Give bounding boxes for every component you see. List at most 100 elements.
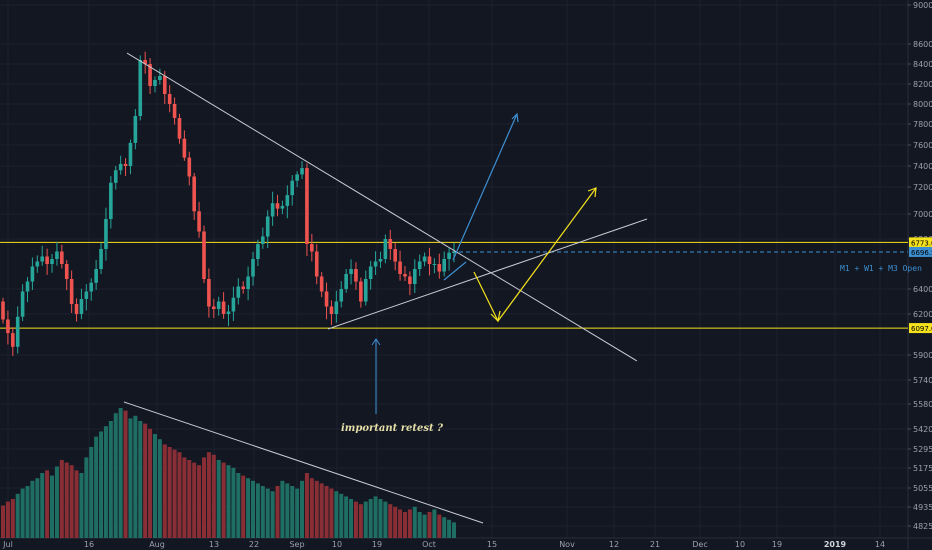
candle-body xyxy=(324,291,329,307)
candle-body xyxy=(133,116,138,143)
projection-blue-head xyxy=(511,112,519,123)
level-label-open: M1 + W1 + M3 Open xyxy=(840,264,922,273)
candle-body xyxy=(6,319,10,334)
candle-body xyxy=(329,306,334,314)
volume-bar xyxy=(280,480,285,538)
volume-bar xyxy=(246,478,251,538)
candle-body xyxy=(359,281,363,302)
y-tick-label: 7400.0 xyxy=(913,162,932,171)
candle-body xyxy=(236,286,241,298)
price-label-text: 6696.5 xyxy=(911,249,932,257)
x-tick-label: Sep xyxy=(289,540,304,549)
candle-body xyxy=(25,281,30,292)
x-tick-label: 2019 xyxy=(824,540,847,549)
y-tick-label: 5295.0 xyxy=(913,445,932,454)
volume-bar xyxy=(314,480,319,538)
volume-bar xyxy=(99,431,104,538)
candle-body xyxy=(285,195,290,206)
volume-bar xyxy=(25,486,30,538)
candle-body xyxy=(158,76,162,80)
x-axis[interactable]: Jul 16 Aug 13 22 Sep 10 19 Oct 15 Nov 12 21 Dec 10 19 20… xyxy=(2,540,885,549)
projection-blue[interactable] xyxy=(452,113,518,261)
volume-bar xyxy=(353,501,358,538)
candle-body xyxy=(74,304,79,314)
candle-body xyxy=(422,256,427,262)
volume-bar xyxy=(84,457,89,538)
y-tick-label: 5175.0 xyxy=(913,464,932,473)
candle-body xyxy=(305,168,309,244)
candle-body xyxy=(148,64,152,86)
volume-bar xyxy=(54,466,59,538)
x-tick-label: 22 xyxy=(249,540,259,549)
volume-bar xyxy=(339,493,344,538)
volume-bar xyxy=(373,496,378,538)
candle-body xyxy=(207,279,211,307)
trendline-lower[interactable] xyxy=(327,218,648,330)
volume-bar xyxy=(157,439,162,538)
y-tick-label: 5900.0 xyxy=(913,351,932,360)
trendline-upper[interactable] xyxy=(126,52,638,362)
candle-body xyxy=(417,261,422,269)
x-tick-label: Dec xyxy=(692,540,707,549)
candle-body xyxy=(246,276,250,289)
volume-bar xyxy=(74,470,79,538)
volume-bar xyxy=(393,506,398,538)
volume-bar xyxy=(133,415,138,538)
volume-bar xyxy=(275,486,280,538)
candle-body xyxy=(319,276,324,292)
volume-bar xyxy=(172,449,177,538)
candle-body xyxy=(94,269,98,283)
candle-body xyxy=(349,269,353,274)
candle-body xyxy=(339,289,344,302)
volume-bar xyxy=(295,488,300,538)
candle-body xyxy=(256,244,260,259)
candle-body xyxy=(162,76,167,94)
volume-bar xyxy=(324,486,329,538)
candle-body xyxy=(432,264,437,265)
volume-bar xyxy=(290,486,295,538)
volume-bar xyxy=(226,465,231,538)
candle-body xyxy=(378,259,383,262)
y-tick-label: 7000.0 xyxy=(913,210,932,219)
candle-body xyxy=(221,301,226,314)
candle-body xyxy=(64,264,69,279)
candle-body xyxy=(403,274,407,277)
volume-bar xyxy=(148,428,153,538)
volume-bar xyxy=(422,514,427,538)
volume-bar xyxy=(45,470,50,538)
candle-body xyxy=(427,256,432,264)
candle-body xyxy=(138,60,143,116)
candle-body xyxy=(344,274,348,289)
volume-trendline[interactable] xyxy=(123,401,484,524)
projection-teal-short[interactable] xyxy=(443,261,467,281)
volume-bar xyxy=(206,452,211,538)
y-tick-label: 8400.0 xyxy=(913,60,932,69)
volume-bar xyxy=(417,512,422,538)
volume-bar xyxy=(358,504,363,538)
retest-arrow-head xyxy=(371,338,381,346)
volume-bar xyxy=(103,426,108,538)
candle-body xyxy=(408,276,412,284)
y-tick-label: 4825.0 xyxy=(913,522,932,531)
volume-bar xyxy=(363,501,368,538)
volume-bar xyxy=(255,483,260,538)
x-tick-label: 19 xyxy=(372,540,382,549)
y-axis[interactable]: 9000.0 8600.0 8400.0 8200.0 8000.0 7800.0 7600… xyxy=(908,1,932,531)
x-tick-label: 15 xyxy=(487,540,497,549)
volume-bar xyxy=(1,505,5,538)
candle-body xyxy=(40,256,45,262)
candle-body xyxy=(128,142,133,166)
volume-bar xyxy=(368,499,373,538)
x-tick-label: 13 xyxy=(209,540,219,549)
candle-body xyxy=(15,316,20,347)
volume-bar xyxy=(108,421,113,538)
candle-body xyxy=(50,259,54,264)
volume-bar xyxy=(344,496,349,538)
x-tick-label: Aug xyxy=(149,540,165,549)
candle-body xyxy=(123,163,128,166)
volume-bar xyxy=(118,408,123,538)
candle-body xyxy=(55,251,59,259)
volume-bar xyxy=(15,493,20,538)
y-tick-label: 6200.0 xyxy=(913,310,932,319)
